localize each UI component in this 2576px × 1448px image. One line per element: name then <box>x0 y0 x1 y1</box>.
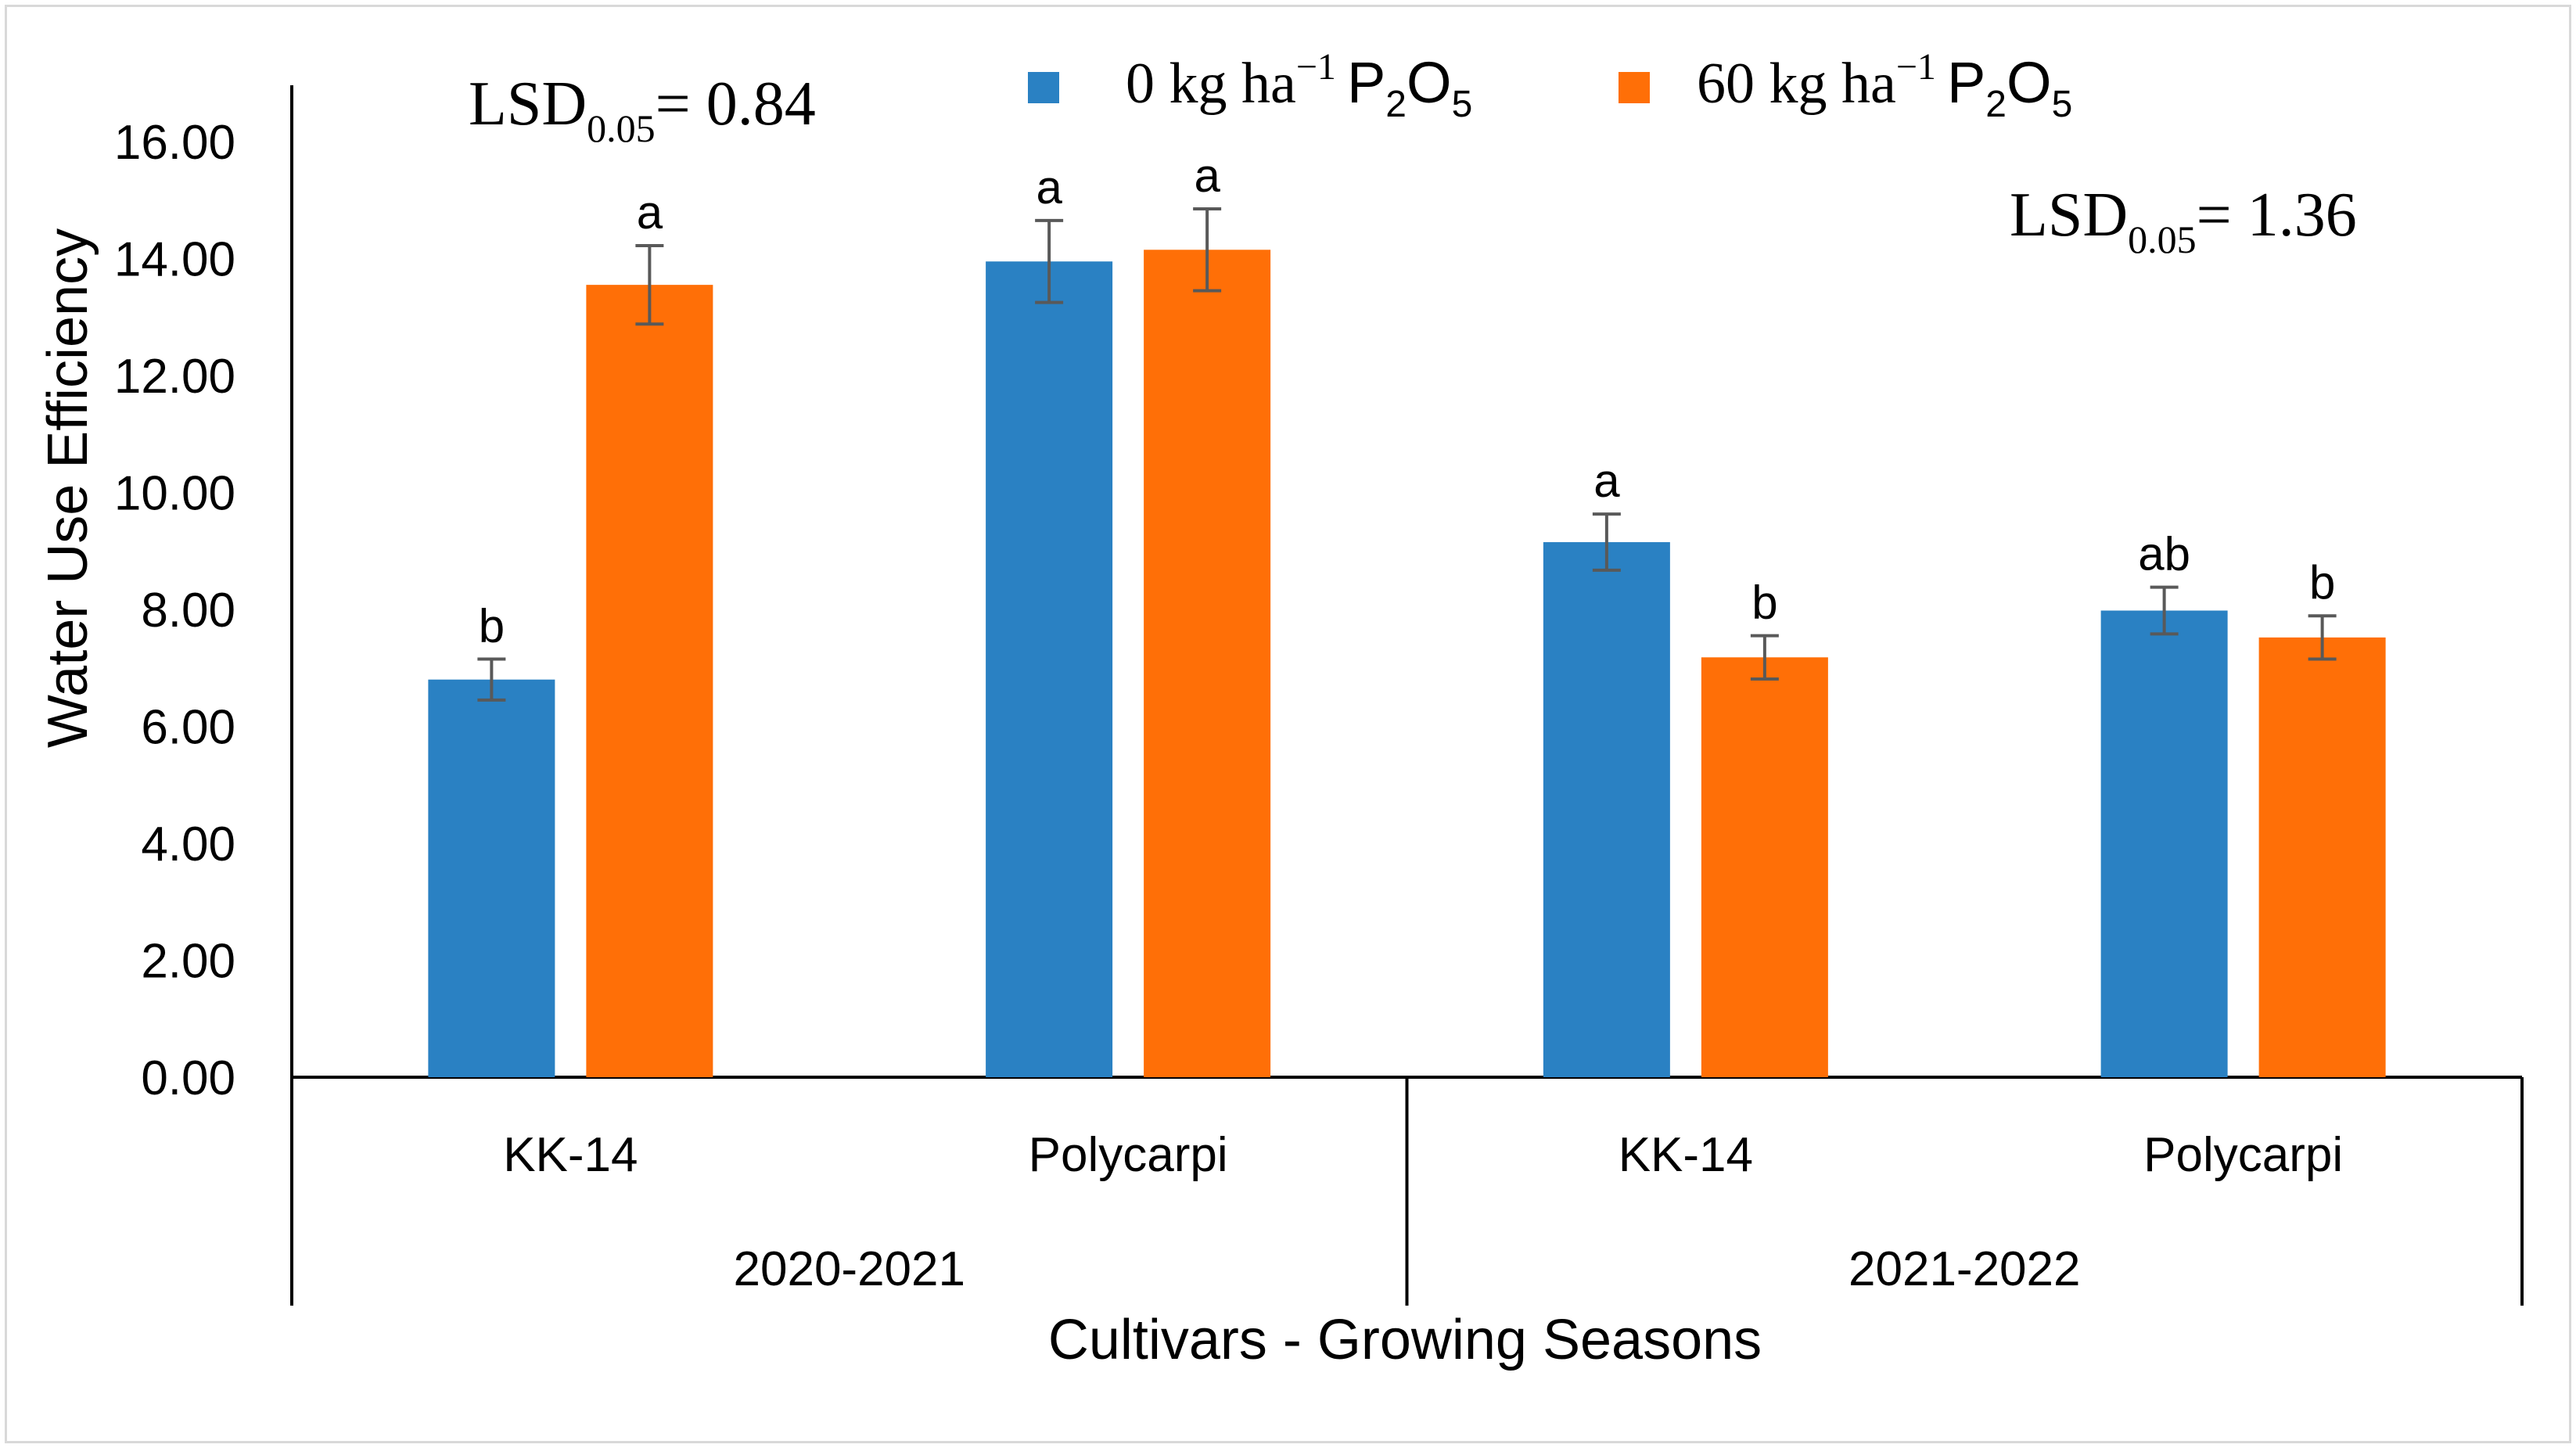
y-tick-label: 10.00 <box>114 467 235 521</box>
error-bar <box>2150 585 2179 636</box>
legend-label-series-0: 0 kg ha−1 P2O5 <box>1126 46 1472 125</box>
error-bars <box>477 207 2337 702</box>
significance-letter: b <box>1751 577 1777 629</box>
y-tick-label: 0.00 <box>141 1051 235 1105</box>
bar-series-0-cat-3 <box>2100 610 2228 1077</box>
significance-letter: b <box>2309 556 2335 609</box>
error-bar <box>1035 218 1064 304</box>
group-label: 2020-2021 <box>734 1242 966 1296</box>
error-bar <box>2308 614 2337 661</box>
chart-frame: 0.00 2.00 4.00 6.00 8.00 10.00 12.00 14.00 16.00… <box>5 5 2571 1443</box>
y-tick-label: 2.00 <box>141 935 235 989</box>
bar-series-1-cat-1 <box>1144 250 1271 1078</box>
legend-label-series-1: 60 kg ha−1 P2O5 <box>1697 46 2072 125</box>
bars <box>428 250 2386 1078</box>
legend-swatch-series-1 <box>1619 72 1650 103</box>
error-bar <box>1193 207 1222 293</box>
significance-letter: a <box>1593 455 1620 507</box>
bar-series-0-cat-0 <box>428 679 555 1077</box>
y-tick-label: 12.00 <box>114 350 235 404</box>
bar-series-1-cat-3 <box>2258 637 2386 1077</box>
error-bar <box>477 657 506 702</box>
category-label: KK-14 <box>503 1128 638 1182</box>
x-axis-title: Cultivars - Growing Seasons <box>1048 1309 1762 1371</box>
category-label: Polycarpi <box>2143 1128 2343 1182</box>
legend-swatch-series-0 <box>1028 72 1059 103</box>
bar-series-0-cat-1 <box>986 261 1113 1077</box>
bar-series-0-cat-2 <box>1543 542 1670 1077</box>
significance-letter: ab <box>2138 528 2190 580</box>
error-bar <box>635 244 664 326</box>
bar-series-1-cat-0 <box>586 285 713 1077</box>
y-axis-title: Water Use Efficiency <box>37 228 99 748</box>
y-tick-label: 6.00 <box>141 701 235 755</box>
y-tick-label: 8.00 <box>141 584 235 638</box>
legend: 0 kg ha−1 P2O5 60 kg ha−1 P2O5 <box>1028 46 2072 125</box>
y-tick-labels: 0.00 2.00 4.00 6.00 8.00 10.00 12.00 14.00 16.00 <box>114 116 235 1105</box>
significance-letter: a <box>1194 149 1220 202</box>
chart-svg: 0.00 2.00 4.00 6.00 8.00 10.00 12.00 14.00 16.00… <box>37 46 2524 1371</box>
y-tick-label: 14.00 <box>114 233 235 287</box>
significance-letter: a <box>637 186 663 239</box>
group-label: 2021-2022 <box>1848 1242 2081 1296</box>
bar-series-1-cat-2 <box>1701 657 1828 1077</box>
y-tick-label: 16.00 <box>114 116 235 170</box>
category-axis: KK-14 Polycarpi KK-14 Polycarpi 2020-2021 202… <box>503 1077 2524 1306</box>
lsd-annotation-season-1: LSD0.05= 0.84 <box>469 70 816 150</box>
error-bar <box>1750 634 1779 681</box>
category-label: KK-14 <box>1619 1128 1753 1182</box>
y-tick-label: 4.00 <box>141 817 235 871</box>
category-label: Polycarpi <box>1029 1128 1228 1182</box>
lsd-annotation-season-2: LSD0.05= 1.36 <box>2010 181 2357 261</box>
significance-letter: b <box>479 600 505 652</box>
significance-letter: a <box>1036 161 1062 214</box>
error-bar <box>1592 512 1621 572</box>
